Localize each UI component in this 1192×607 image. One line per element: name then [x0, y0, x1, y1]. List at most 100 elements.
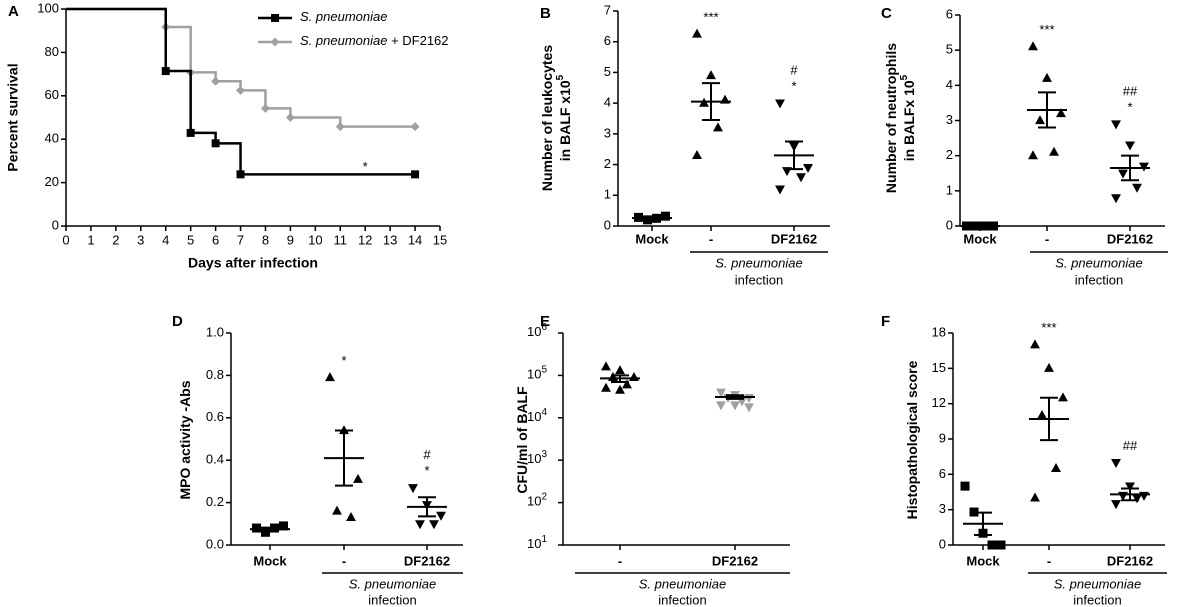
marker	[410, 122, 420, 132]
sem-bar	[726, 394, 744, 400]
x-tick-label: Mock	[635, 231, 669, 246]
sem-bar	[974, 511, 992, 536]
y-tick-label: 0.2	[206, 494, 224, 509]
y-tick-label: 1	[946, 182, 953, 197]
marker	[615, 384, 625, 394]
marker	[629, 371, 639, 381]
y-axis-label: CFU/ml of BALF	[514, 386, 530, 494]
survival-line	[66, 7, 416, 176]
x-tick-label: 11	[334, 232, 348, 247]
y-tick-label: 101	[527, 534, 547, 552]
group-label: S. pneumoniae	[715, 255, 802, 270]
marker	[996, 540, 1006, 550]
sem-bar	[1121, 487, 1139, 502]
tick-base: 10	[527, 367, 541, 382]
y-tick-label: 3	[946, 112, 953, 127]
marker	[1132, 183, 1142, 193]
marker	[186, 128, 195, 137]
marker	[1125, 482, 1135, 492]
legend-label: S. pneumoniae	[300, 9, 387, 24]
y-label-line: Number of neutrophils	[883, 43, 899, 193]
y-label-line: in BALF x10	[557, 80, 573, 161]
y-label-sup: 5	[899, 74, 910, 80]
marker	[1056, 108, 1066, 118]
x-axis-label: Days after infection	[188, 255, 318, 271]
y-axis-label: in BALF x105	[555, 74, 573, 161]
marker	[775, 99, 785, 109]
x-tick-label: DF2162	[712, 553, 758, 568]
legend-italic: S. pneumoniae	[300, 33, 387, 48]
legend-name: S. pneumoniae + DF2162	[300, 33, 449, 48]
marker	[601, 382, 611, 392]
y-tick-label: 5	[604, 64, 611, 79]
group-label: infection	[368, 592, 416, 607]
y-tick-label: 5	[946, 42, 953, 57]
y-axis-label: Percent survival	[5, 63, 21, 171]
y-tick-label: 6	[939, 466, 946, 481]
significance: *	[1127, 99, 1132, 114]
y-tick-label: 100	[37, 0, 59, 15]
y-tick-label: 9	[939, 430, 946, 445]
marker	[713, 122, 723, 132]
legend-label: S. pneumoniae + DF2162	[300, 33, 449, 48]
marker	[411, 170, 420, 179]
panel-letter: A	[8, 3, 19, 20]
marker	[325, 372, 335, 382]
marker	[1125, 141, 1135, 151]
group-label: S. pneumoniae	[639, 576, 726, 591]
y-tick-label: 6	[946, 6, 953, 21]
x-tick-label: Mock	[253, 553, 287, 568]
sem-bar	[785, 140, 803, 171]
y-tick-label: 104	[527, 406, 547, 424]
marker	[429, 520, 439, 530]
tick-exponent: 4	[541, 406, 547, 417]
y-tick-label: 3	[939, 501, 946, 516]
marker	[236, 170, 245, 179]
marker	[1111, 500, 1121, 510]
y-tick-label: 4	[604, 95, 611, 110]
tick-base: 10	[527, 409, 541, 424]
marker	[706, 70, 716, 80]
marker	[335, 122, 345, 132]
group-label: infection	[1073, 592, 1121, 607]
marker	[436, 511, 446, 521]
tick-base: 10	[527, 536, 541, 551]
marker	[1111, 458, 1121, 468]
group-label: infection	[735, 272, 783, 287]
y-tick-label: 18	[932, 324, 946, 339]
y-tick-label: 1.0	[206, 324, 224, 339]
marker	[716, 388, 726, 398]
y-axis-label: Number of leukocytes	[539, 45, 555, 191]
y-tick-label: 2	[946, 147, 953, 162]
marker	[1118, 169, 1128, 179]
marker	[1030, 492, 1040, 502]
y-tick-label: 0.8	[206, 367, 224, 382]
y-tick-label: 0	[946, 217, 953, 232]
y-tick-label: 40	[45, 131, 59, 146]
marker	[803, 164, 813, 174]
x-tick-label: -	[1045, 231, 1049, 246]
significance: ***	[703, 9, 718, 24]
significance: ##	[1123, 438, 1138, 453]
significance: *	[341, 353, 346, 368]
panel-letter: C	[881, 5, 892, 22]
y-tick-label: 0	[52, 217, 59, 232]
y-tick-label: 0.4	[206, 452, 224, 467]
tick-exponent: 3	[541, 449, 547, 460]
x-tick-label: DF2162	[771, 231, 817, 246]
tick-base: 10	[527, 452, 541, 467]
sem-bar	[418, 496, 436, 518]
y-tick-label: 1	[604, 187, 611, 202]
y-tick-label: 0.0	[206, 536, 224, 551]
x-tick-label: -	[709, 231, 713, 246]
marker	[271, 14, 279, 22]
marker	[1058, 392, 1068, 402]
marker	[692, 28, 702, 38]
y-tick-label: 0	[604, 217, 611, 232]
marker	[252, 523, 261, 533]
marker	[1035, 115, 1045, 125]
sem-bar	[702, 82, 720, 122]
x-tick-label: 12	[358, 232, 372, 247]
marker	[1132, 494, 1142, 504]
significance: ***	[1041, 320, 1056, 335]
